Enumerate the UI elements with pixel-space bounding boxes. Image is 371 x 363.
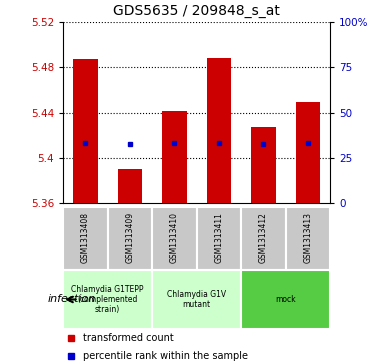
Text: transformed count: transformed count — [83, 334, 173, 343]
Text: GSM1313411: GSM1313411 — [214, 212, 223, 263]
Bar — [118, 169, 142, 203]
Text: Chlamydia G1TEPP
(complemented
strain): Chlamydia G1TEPP (complemented strain) — [71, 285, 144, 314]
Bar — [241, 207, 286, 270]
Text: GSM1313409: GSM1313409 — [125, 212, 134, 263]
Bar — [73, 59, 98, 203]
Bar — [197, 207, 241, 270]
Text: mock: mock — [275, 295, 296, 304]
Text: percentile rank within the sample: percentile rank within the sample — [83, 351, 247, 362]
Text: GSM1313410: GSM1313410 — [170, 212, 179, 263]
Bar — [296, 102, 320, 203]
Text: GSM1313413: GSM1313413 — [303, 212, 312, 263]
Text: GSM1313408: GSM1313408 — [81, 212, 90, 263]
Text: infection: infection — [47, 294, 96, 305]
Bar — [241, 270, 330, 329]
Bar — [162, 111, 187, 203]
Bar — [152, 207, 197, 270]
Text: GSM1313412: GSM1313412 — [259, 212, 268, 263]
Bar — [63, 207, 108, 270]
Bar — [63, 270, 152, 329]
Bar — [251, 127, 276, 203]
Bar — [207, 58, 231, 203]
Bar — [286, 207, 330, 270]
Bar — [152, 270, 241, 329]
Bar — [108, 207, 152, 270]
Text: Chlamydia G1V
mutant: Chlamydia G1V mutant — [167, 290, 226, 309]
Title: GDS5635 / 209848_s_at: GDS5635 / 209848_s_at — [113, 4, 280, 18]
